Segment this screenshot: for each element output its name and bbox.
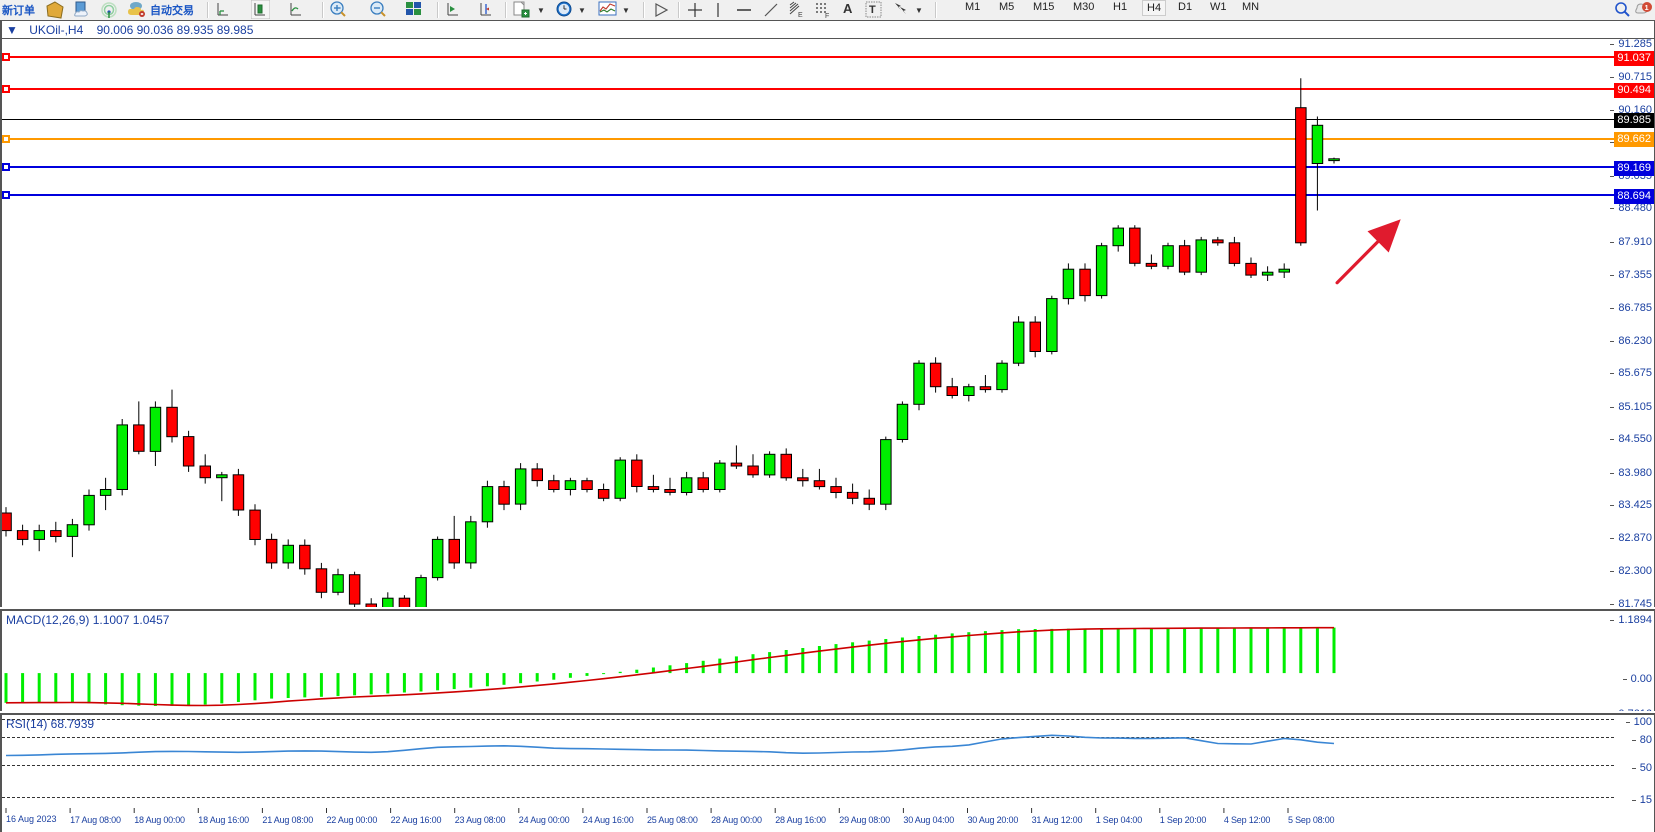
svg-text:T: T	[869, 4, 876, 16]
svg-text:1: 1	[1645, 3, 1649, 12]
svg-text:E: E	[798, 12, 803, 19]
svg-text:F: F	[825, 13, 829, 18]
